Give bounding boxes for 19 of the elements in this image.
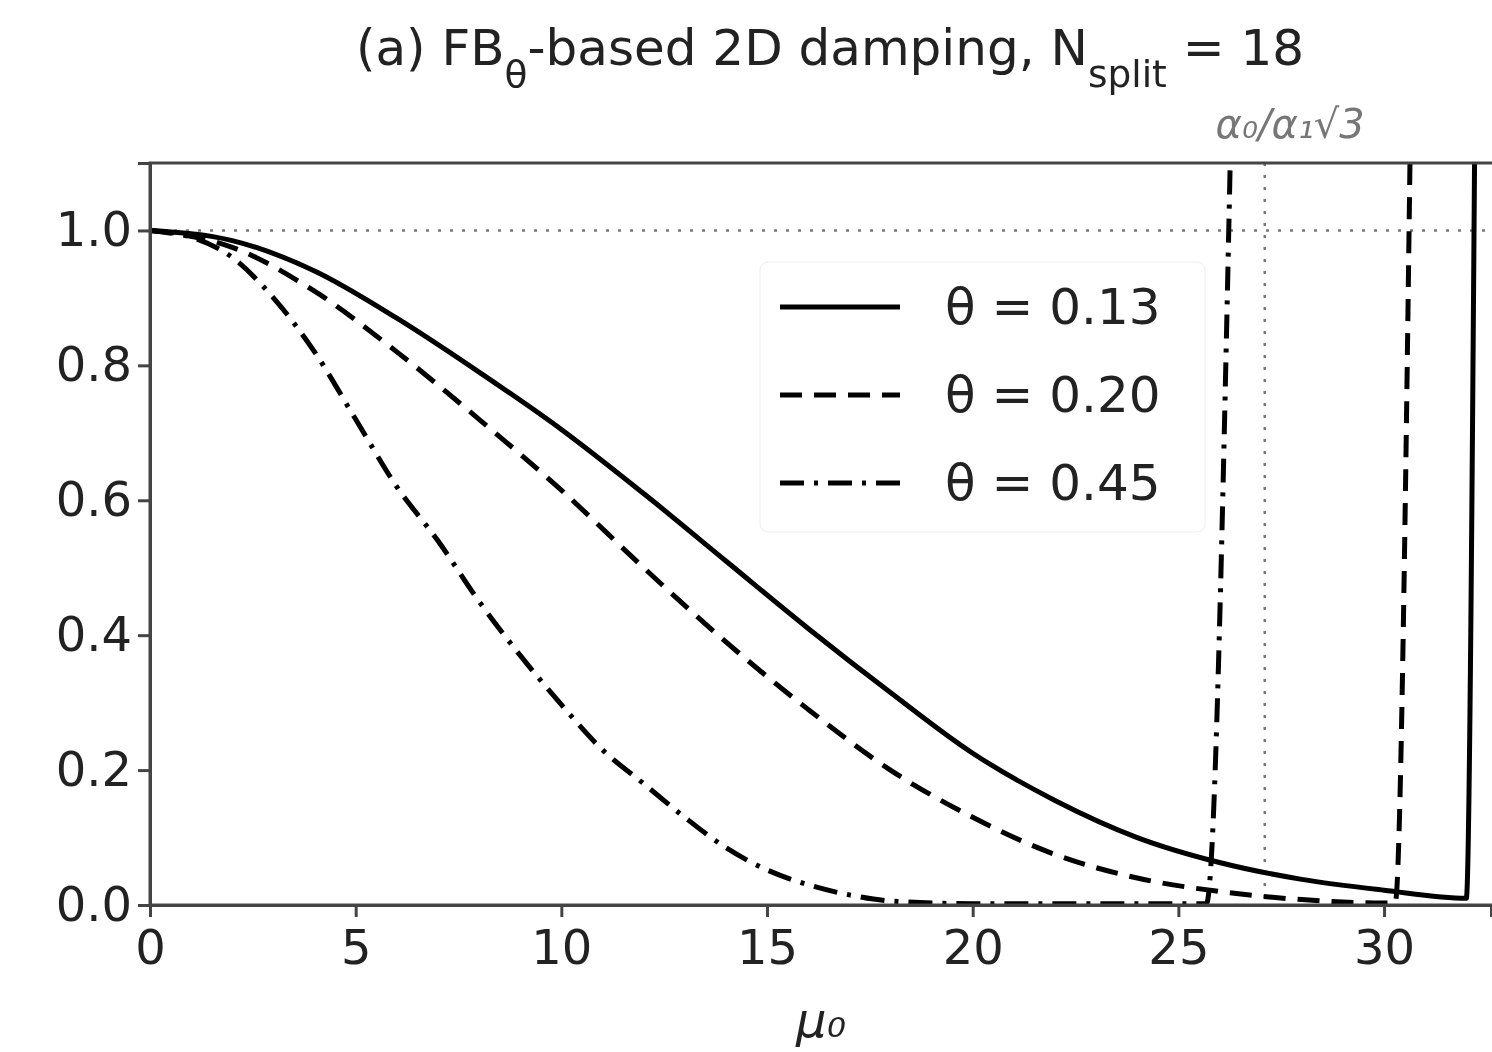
x-tick-label: 0 bbox=[135, 918, 166, 975]
y-tick-label: 0.2 bbox=[55, 740, 132, 797]
y-tick-label: 0.6 bbox=[55, 471, 132, 528]
legend-label: θ = 0.13 bbox=[945, 278, 1161, 336]
x-tick-label: 20 bbox=[942, 918, 1004, 975]
x-tick-label: 25 bbox=[1148, 918, 1210, 975]
x-tick-label: 5 bbox=[340, 918, 372, 975]
x-tick-label: 10 bbox=[531, 918, 593, 975]
legend-label: θ = 0.20 bbox=[945, 366, 1161, 424]
y-tick-label: 0.8 bbox=[55, 336, 132, 393]
x-tick-label: 15 bbox=[736, 918, 799, 975]
y-tick-label: 0.4 bbox=[55, 606, 132, 663]
x-tick-label: 30 bbox=[1354, 918, 1416, 975]
ref-line-label: α₀/α₁√3 bbox=[1215, 101, 1365, 147]
chart-title: (a) FB$_{θ}$-based 2D damping, N$_{split}$ = 18 bbox=[355, 19, 1305, 96]
y-tick-label: 1.0 bbox=[55, 201, 132, 258]
x-axis-title: μ₀ bbox=[795, 992, 846, 1048]
y-tick-label: 0.0 bbox=[55, 875, 132, 932]
legend-label: θ = 0.45 bbox=[945, 454, 1161, 512]
